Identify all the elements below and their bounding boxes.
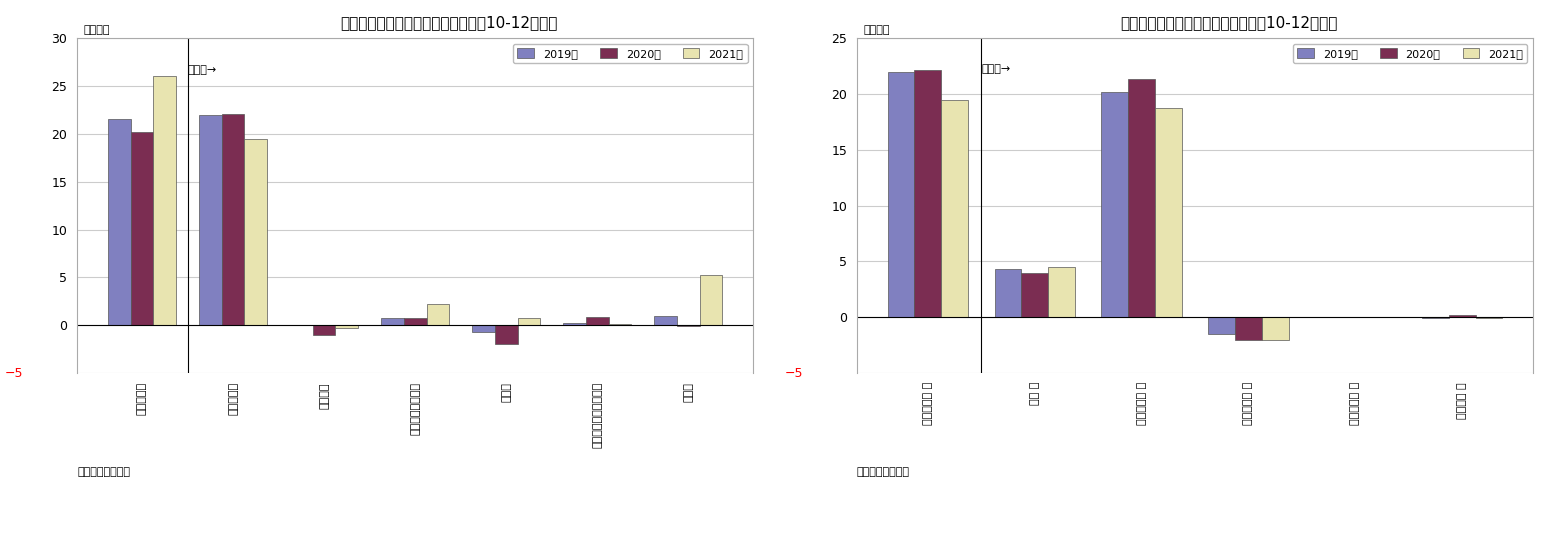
Bar (517, 318, 540, 325)
Bar (1475, 317, 1502, 318)
Bar (1128, 80, 1155, 317)
Bar (994, 269, 1022, 317)
Bar (700, 275, 723, 325)
Text: （資料）日本銀行: （資料）日本銀行 (77, 467, 130, 477)
Bar (221, 114, 245, 325)
Text: 内訳　→: 内訳 → (187, 64, 217, 75)
Bar (130, 132, 153, 325)
Bar (313, 325, 336, 335)
Text: −5: −5 (785, 366, 803, 379)
Bar (585, 317, 608, 325)
Legend: 2019年, 2020年, 2021年: 2019年, 2020年, 2021年 (512, 44, 748, 63)
Bar (1423, 317, 1449, 318)
Bar (1022, 273, 1048, 317)
Bar (381, 319, 404, 325)
Bar (915, 70, 941, 317)
Bar (472, 325, 495, 332)
Title: （図表６）家計資産のフロー（各年10-12月期）: （図表６）家計資産のフロー（各年10-12月期） (341, 15, 557, 30)
Bar (1102, 92, 1128, 317)
Bar (108, 119, 130, 325)
Legend: 2019年, 2020年, 2021年: 2019年, 2020年, 2021年 (1293, 44, 1528, 63)
Bar (245, 139, 268, 325)
Bar (941, 100, 968, 317)
Bar (1048, 267, 1074, 317)
Text: （兆円）: （兆円） (84, 25, 110, 35)
Bar (655, 315, 676, 325)
Bar (1209, 317, 1235, 334)
Bar (1449, 315, 1475, 317)
Text: （資料）日本銀行: （資料）日本銀行 (858, 467, 910, 477)
Bar (563, 323, 585, 325)
Text: −5: −5 (5, 366, 23, 379)
Bar (608, 324, 632, 325)
Bar (1155, 108, 1181, 317)
Bar (427, 304, 449, 325)
Bar (198, 115, 221, 325)
Bar (1262, 317, 1288, 339)
Bar (336, 325, 358, 328)
Title: （図表７）現・預金のフロー（各年10-12月期）: （図表７）現・預金のフロー（各年10-12月期） (1121, 15, 1337, 30)
Bar (887, 72, 915, 317)
Bar (1235, 317, 1262, 339)
Bar (676, 325, 700, 326)
Text: （兆円）: （兆円） (864, 25, 890, 35)
Bar (404, 318, 427, 325)
Bar (495, 325, 517, 344)
Bar (153, 76, 176, 325)
Text: 内訳　→: 内訳 → (981, 63, 1011, 74)
